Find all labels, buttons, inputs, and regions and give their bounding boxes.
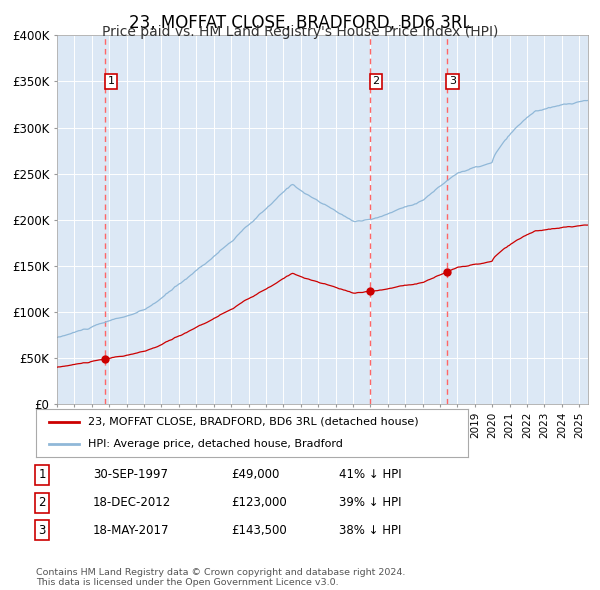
Text: Contains HM Land Registry data © Crown copyright and database right 2024.
This d: Contains HM Land Registry data © Crown c… [36,568,406,587]
Text: £143,500: £143,500 [231,524,287,537]
Text: HPI: Average price, detached house, Bradford: HPI: Average price, detached house, Brad… [88,439,343,449]
Text: £123,000: £123,000 [231,496,287,509]
Text: 23, MOFFAT CLOSE, BRADFORD, BD6 3RL (detached house): 23, MOFFAT CLOSE, BRADFORD, BD6 3RL (det… [88,417,418,427]
Text: 18-DEC-2012: 18-DEC-2012 [93,496,171,509]
Text: 41% ↓ HPI: 41% ↓ HPI [339,468,401,481]
Text: 38% ↓ HPI: 38% ↓ HPI [339,524,401,537]
Text: 23, MOFFAT CLOSE, BRADFORD, BD6 3RL: 23, MOFFAT CLOSE, BRADFORD, BD6 3RL [128,14,472,32]
Text: 3: 3 [38,524,46,537]
Text: 39% ↓ HPI: 39% ↓ HPI [339,496,401,509]
Text: £49,000: £49,000 [231,468,280,481]
Text: Price paid vs. HM Land Registry's House Price Index (HPI): Price paid vs. HM Land Registry's House … [102,25,498,40]
Text: 2: 2 [372,77,379,87]
Text: 30-SEP-1997: 30-SEP-1997 [93,468,168,481]
Text: 3: 3 [449,77,456,87]
Text: 2: 2 [38,496,46,509]
Text: 1: 1 [107,77,115,87]
Text: 1: 1 [38,468,46,481]
Text: 18-MAY-2017: 18-MAY-2017 [93,524,170,537]
